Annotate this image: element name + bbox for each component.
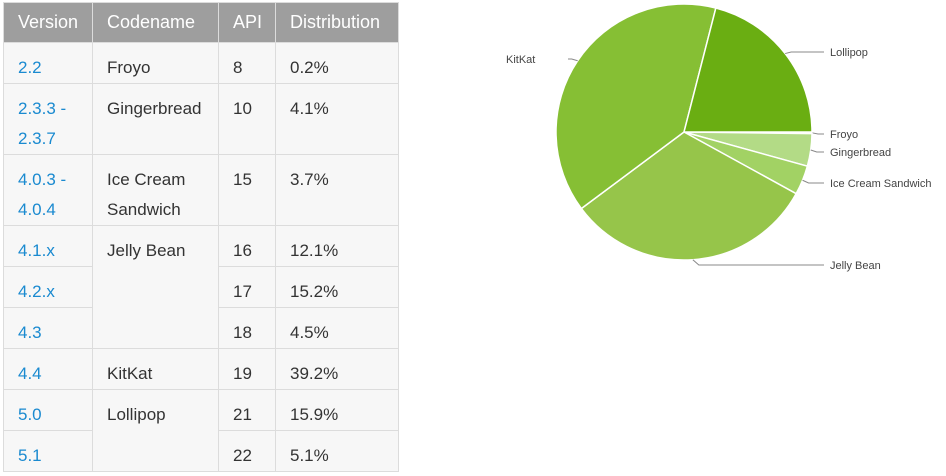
table-row: 4.4 KitKat 19 39.2% (3, 348, 399, 390)
table-row: 4.0.3 - 4.0.4 Ice Cream Sandwich 15 3.7% (3, 154, 399, 226)
version-link[interactable]: 4.2.x (3, 266, 93, 308)
header-api: API (218, 2, 276, 43)
codename-cell: Lollipop (92, 389, 219, 472)
table-row: 4.3 18 4.5% (3, 307, 399, 349)
version-link[interactable]: 5.0 (3, 389, 93, 431)
distribution-cell: 12.1% (275, 225, 399, 267)
version-link[interactable]: 2.2 (3, 42, 93, 84)
table-row: 2.2 Froyo 8 0.2% (3, 42, 399, 84)
slice-label-gingerbread: Gingerbread (830, 147, 891, 159)
distribution-cell: 3.7% (275, 154, 399, 226)
leader-line-lollipop (785, 51, 824, 55)
table-header-row: Version Codename API Distribution (3, 2, 399, 43)
distribution-cell: 15.9% (275, 389, 399, 431)
slice-label-kitkat: KitKat (506, 54, 535, 66)
api-cell: 10 (218, 83, 276, 155)
api-cell: 21 (218, 389, 276, 431)
api-cell: 16 (218, 225, 276, 267)
distribution-cell: 5.1% (275, 430, 399, 472)
table-row: 2.3.3 - 2.3.7 Gingerbread 10 4.1% (3, 83, 399, 155)
slice-label-ice-cream-sandwich: Ice Cream Sandwich (830, 178, 932, 190)
slice-label-froyo: Froyo (830, 129, 858, 141)
header-codename: Codename (92, 2, 219, 43)
version-link[interactable]: 4.3 (3, 307, 93, 349)
leader-line-ice-cream-sandwich (802, 179, 824, 184)
distribution-table: Version Codename API Distribution 2.2 Fr… (3, 2, 399, 472)
distribution-cell: 39.2% (275, 348, 399, 390)
table-row: 5.0 Lollipop 21 15.9% (3, 389, 399, 472)
table-row: 5.1 22 5.1% (3, 430, 399, 472)
leader-line-gingerbread (810, 149, 824, 153)
codename-cell: Gingerbread (92, 83, 219, 155)
version-link[interactable]: 5.1 (3, 430, 93, 472)
codename-cell: Ice Cream Sandwich (92, 154, 219, 226)
distribution-cell: 15.2% (275, 266, 399, 308)
slice-label-lollipop: Lollipop (830, 47, 868, 59)
pie-slice-lollipop (683, 7, 813, 133)
leader-line-froyo (811, 132, 824, 135)
api-cell: 15 (218, 154, 276, 226)
distribution-cell: 4.5% (275, 307, 399, 349)
distribution-cell: 0.2% (275, 42, 399, 84)
table-row: 4.1.x Jelly Bean 16 12.1% (3, 225, 399, 349)
codename-cell: KitKat (92, 348, 219, 390)
codename-cell: Froyo (92, 42, 219, 84)
distribution-cell: 4.1% (275, 83, 399, 155)
leader-line-kitkat (568, 58, 578, 62)
pie-chart: Froyo Gingerbread Ice Cream Sandwich Jelly … (506, 3, 932, 272)
api-cell: 8 (218, 42, 276, 84)
version-link[interactable]: 4.4 (3, 348, 93, 390)
api-cell: 19 (218, 348, 276, 390)
version-link[interactable]: 4.0.3 - 4.0.4 (3, 154, 93, 226)
table-row: 4.2.x 17 15.2% (3, 266, 399, 308)
slice-label-jelly-bean: Jelly Bean (830, 260, 881, 272)
version-link[interactable]: 2.3.3 - 2.3.7 (3, 83, 93, 155)
api-cell: 17 (218, 266, 276, 308)
codename-cell: Jelly Bean (92, 225, 219, 349)
pie-slice-jelly-bean (580, 131, 798, 261)
leader-line-jelly-bean (692, 259, 824, 266)
header-distribution: Distribution (275, 2, 399, 43)
version-link[interactable]: 4.1.x (3, 225, 93, 267)
api-cell: 18 (218, 307, 276, 349)
header-version: Version (3, 2, 93, 43)
api-cell: 22 (218, 430, 276, 472)
